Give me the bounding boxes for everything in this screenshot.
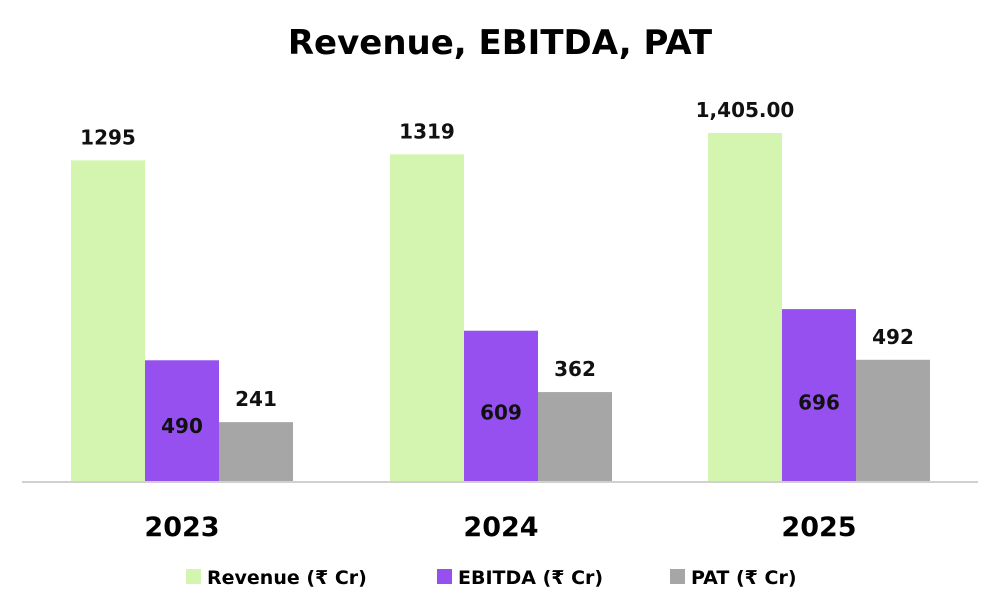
legend-swatch-0 [186,569,201,584]
legend-label-2: PAT (₹ Cr) [691,567,797,589]
bar-0-2023 [71,160,145,482]
bar-1-2025 [782,309,856,482]
legend-swatch-1 [437,569,452,584]
category-label-2023: 2023 [144,512,219,543]
legend-label-1: EBITDA (₹ Cr) [458,567,603,589]
data-label-2-2023: 241 [235,387,277,411]
category-label-2024: 2024 [463,512,538,543]
data-label-2-2024: 362 [554,357,596,381]
data-label-2-2025: 492 [872,325,914,349]
bar-2-2025 [856,359,930,482]
bar-2-2024 [538,392,612,482]
bar-1-2023 [145,360,219,482]
data-label-1-2023: 490 [161,414,203,438]
chart-title: Revenue, EBITDA, PAT [288,23,713,63]
data-label-0-2023: 1295 [80,125,136,149]
legend-swatch-2 [670,569,685,584]
data-label-1-2025: 696 [798,390,840,414]
bar-0-2025 [708,132,782,482]
bar-2-2023 [219,422,293,482]
bar-0-2024 [390,154,464,482]
data-label-1-2024: 609 [480,400,522,424]
legend: Revenue (₹ Cr) EBITDA (₹ Cr) PAT (₹ Cr) [186,567,797,589]
data-label-0-2024: 1319 [399,119,455,143]
category-labels: 2023 2024 2025 [144,512,856,543]
bar-1-2024 [464,330,538,482]
bars-group: 1295 490 241 1319 609 362 1,405.00 696 492 [71,98,930,482]
legend-label-0: Revenue (₹ Cr) [207,567,367,589]
data-label-0-2025: 1,405.00 [696,98,795,122]
category-label-2025: 2025 [781,512,856,543]
